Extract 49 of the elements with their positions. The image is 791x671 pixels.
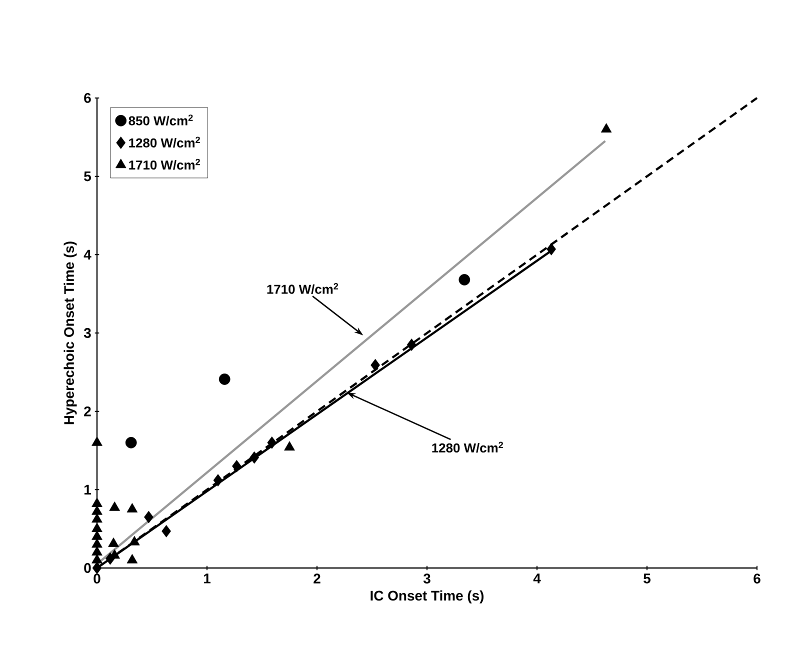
point [267,436,277,449]
point [92,538,102,548]
y-axis-title: Hyperechoic Onset Time (s) [64,242,77,424]
point [213,474,223,486]
y-tick-label: 0 [84,563,91,573]
point [406,338,416,351]
x-tick-label: 3 [423,574,430,584]
x-tick-label: 0 [94,574,100,584]
x-tick-label: 6 [754,574,760,584]
point [126,503,138,512]
x-tick-label: 1 [204,574,210,584]
point [144,510,154,524]
point [92,562,102,574]
point [126,554,138,564]
y-tick-label: 5 [84,171,91,182]
x-tick-label: 2 [314,574,320,584]
annotation: 1280 W/cm$^{2}$ [432,442,504,453]
point [162,525,171,538]
point [92,530,102,540]
point [218,374,230,385]
point [250,451,259,464]
annotation: 1710 W/cm$^{2}$ [267,283,338,294]
point [92,554,102,564]
point [92,436,102,446]
legend-label: 850 W/cm$^{2}$ [128,114,193,126]
point [92,546,102,556]
point [108,538,119,547]
point [458,274,470,286]
y-tick-label: 4 [84,250,92,260]
point [92,498,102,507]
legend-label: 1280 W/cm$^{2}$ [129,136,200,148]
point [92,505,102,515]
x-tick-label: 4 [533,574,541,584]
point [546,243,556,256]
point [129,536,140,546]
y-tick-label: 2 [84,406,91,416]
y-tick-label: 1 [84,484,91,494]
y-tick-label: 3 [84,328,91,338]
y-tick-label: 6 [84,93,91,103]
point [92,513,102,523]
point [92,522,102,532]
x-axis-title: IC Onset Time (s) [370,590,484,604]
point [109,502,120,511]
point [370,358,380,372]
point [284,441,295,451]
x-tick-label: 5 [644,574,650,584]
point [232,460,242,472]
legend-label: 1710 W/cm$^{2}$ [129,158,200,170]
point [125,436,137,448]
